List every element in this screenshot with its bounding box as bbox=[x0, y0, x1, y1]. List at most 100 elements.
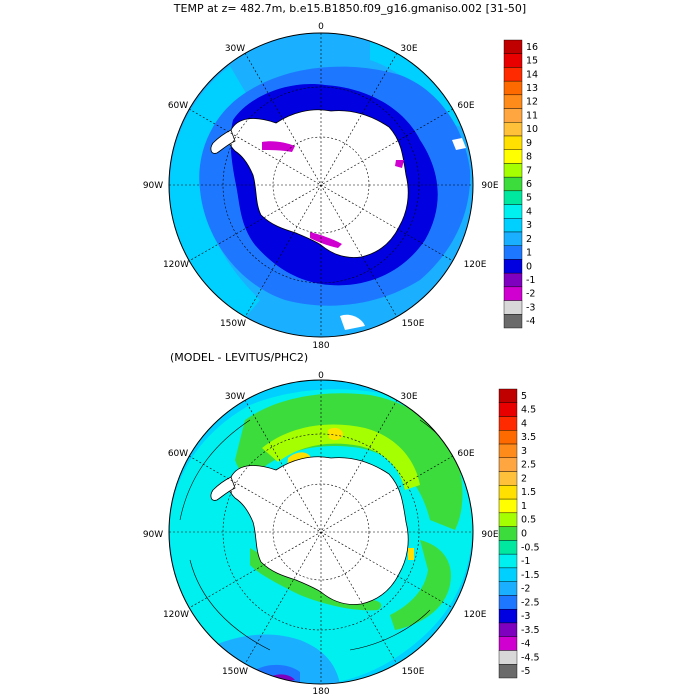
bottom-colorbar-swatch-19 bbox=[498, 650, 518, 665]
top-colorbar-label-5: 11 bbox=[526, 110, 538, 121]
top-colorbar-label-17: -1 bbox=[526, 275, 535, 286]
bottom-colorbar-label-2: 4 bbox=[521, 418, 527, 429]
top-colorbar-label-6: 10 bbox=[526, 124, 538, 135]
top-colorbar-label-10: 6 bbox=[526, 179, 532, 190]
bottom-colorbar-swatch-13 bbox=[498, 567, 518, 582]
bottom-colorbar-label-14: -2 bbox=[521, 584, 530, 595]
top-colorbar-swatch-10 bbox=[503, 176, 523, 192]
bottom-colorbar-label-13: -1.5 bbox=[521, 570, 540, 581]
top-lon-30E: 30E bbox=[400, 44, 417, 54]
top-colorbar-swatch-12 bbox=[503, 204, 523, 219]
top-colorbar-label-4: 12 bbox=[526, 97, 538, 108]
bottom-colorbar-label-17: -3.5 bbox=[521, 625, 540, 636]
bottom-colorbar: 5 4.5 4 3.5 3 2.5 2 1.5 1 0.5 0 -0.5 -1 -1.5 -2 -2.5 -3 -… bbox=[498, 388, 540, 679]
bottom-colorbar-swatch-6 bbox=[498, 471, 518, 486]
top-colorbar-swatch-7 bbox=[503, 135, 523, 150]
bottom-colorbar-swatch-7 bbox=[498, 485, 518, 500]
bottom-lon-60W: 60W bbox=[168, 449, 188, 459]
bottom-colorbar-swatch-2 bbox=[498, 416, 518, 431]
bottom-lon-150E: 150E bbox=[402, 667, 425, 677]
top-colorbar-label-11: 5 bbox=[526, 193, 532, 204]
top-colorbar-label-14: 2 bbox=[526, 234, 532, 245]
bottom-colorbar-swatch-12 bbox=[498, 553, 518, 569]
bottom-colorbar-label-4: 3 bbox=[521, 446, 527, 457]
top-lon-0: 0 bbox=[318, 22, 324, 32]
bottom-colorbar-label-5: 2.5 bbox=[521, 460, 536, 471]
bottom-lon-30E: 30E bbox=[400, 392, 417, 402]
top-colorbar-swatch-2 bbox=[503, 67, 523, 82]
top-colorbar-swatch-14 bbox=[503, 231, 523, 246]
bottom-colorbar-label-16: -3 bbox=[521, 611, 530, 622]
bottom-colorbar-swatch-16 bbox=[498, 608, 518, 624]
bottom-colorbar-swatch-15 bbox=[498, 595, 518, 610]
bottom-lon-0: 0 bbox=[318, 371, 324, 381]
top-colorbar-swatch-6 bbox=[503, 122, 523, 137]
bottom-colorbar-label-19: -4.5 bbox=[521, 652, 540, 663]
top-lon-120E: 120E bbox=[464, 260, 487, 270]
bottom-lon-180: 180 bbox=[312, 687, 329, 697]
bottom-lon-90E: 90E bbox=[481, 530, 498, 540]
bottom-lon-150W: 150W bbox=[222, 667, 248, 677]
top-colorbar-swatch-15 bbox=[503, 245, 523, 260]
bottom-colorbar-label-12: -1 bbox=[521, 556, 530, 567]
bottom-colorbar-swatch-18 bbox=[498, 636, 518, 651]
bottom-colorbar-swatch-1 bbox=[498, 402, 518, 417]
bottom-colorbar-swatch-0 bbox=[498, 388, 518, 403]
top-colorbar-label-15: 1 bbox=[526, 248, 532, 259]
bottom-colorbar-label-7: 1.5 bbox=[521, 487, 536, 498]
top-title: TEMP at z= 482.7m, b.e15.B1850.f09_g16.g… bbox=[173, 2, 526, 15]
bottom-colorbar-label-15: -2.5 bbox=[521, 597, 540, 608]
top-colorbar-swatch-16 bbox=[503, 259, 523, 274]
top-colorbar-swatch-11 bbox=[503, 190, 523, 205]
top-colorbar-swatch-13 bbox=[503, 218, 523, 233]
top-lon-180: 180 bbox=[312, 341, 329, 351]
bottom-colorbar-swatch-8 bbox=[498, 498, 518, 514]
top-colorbar-swatch-19 bbox=[503, 300, 523, 315]
top-colorbar-label-13: 3 bbox=[526, 220, 532, 231]
bottom-colorbar-swatch-5 bbox=[498, 457, 518, 472]
bottom-colorbar-swatch-11 bbox=[498, 540, 518, 555]
top-colorbar-swatch-3 bbox=[503, 80, 523, 96]
bottom-colorbar-swatch-3 bbox=[498, 430, 518, 445]
bottom-colorbar-swatch-9 bbox=[498, 512, 518, 527]
bottom-colorbar-label-6: 2 bbox=[521, 473, 527, 484]
top-colorbar-label-16: 0 bbox=[526, 261, 532, 272]
bottom-lon-60E: 60E bbox=[457, 449, 474, 459]
bottom-colorbar-label-0: 5 bbox=[521, 391, 527, 402]
bottom-colorbar-label-9: 0.5 bbox=[521, 515, 536, 526]
top-lon-30W: 30W bbox=[225, 44, 245, 54]
bottom-colorbar-label-18: -4 bbox=[521, 639, 530, 650]
top-colorbar-label-7: 9 bbox=[526, 138, 532, 149]
bottom-map bbox=[169, 380, 473, 684]
bottom-colorbar-label-1: 4.5 bbox=[521, 405, 536, 416]
top-colorbar-label-20: -4 bbox=[526, 316, 535, 327]
top-colorbar-swatch-8 bbox=[503, 149, 523, 164]
top-colorbar-swatch-1 bbox=[503, 53, 523, 68]
bottom-longitude-labels: 0 30E 60E 90E 120E 150E 180 150W 120W 90… bbox=[143, 371, 499, 697]
bottom-lon-120W: 120W bbox=[163, 610, 189, 620]
top-colorbar-swatch-0 bbox=[503, 39, 523, 54]
top-colorbar-label-19: -3 bbox=[526, 302, 535, 313]
top-lon-60E: 60E bbox=[457, 101, 474, 111]
top-colorbar-label-3: 13 bbox=[526, 83, 538, 94]
bottom-colorbar-swatch-4 bbox=[498, 443, 518, 459]
bottom-colorbar-label-11: -0.5 bbox=[521, 542, 540, 553]
bottom-colorbar-label-10: 0 bbox=[521, 529, 527, 540]
bottom-colorbar-swatch-17 bbox=[498, 622, 518, 637]
top-colorbar-swatch-18 bbox=[503, 286, 523, 301]
top-colorbar-swatch-5 bbox=[503, 108, 523, 123]
top-lon-90W: 90W bbox=[143, 181, 163, 191]
top-map bbox=[169, 33, 473, 337]
top-lon-150E: 150E bbox=[402, 319, 425, 329]
bottom-colorbar-swatch-20 bbox=[498, 664, 518, 679]
top-lon-150W: 150W bbox=[220, 319, 246, 329]
bottom-colorbar-swatch-10 bbox=[498, 526, 518, 541]
bottom-colorbar-label-3: 3.5 bbox=[521, 432, 536, 443]
top-colorbar-swatch-9 bbox=[503, 163, 523, 178]
bottom-title: (MODEL - LEVITUS/PHC2) bbox=[170, 351, 308, 364]
top-colorbar-label-2: 14 bbox=[526, 69, 538, 80]
bottom-colorbar-label-8: 1 bbox=[521, 501, 527, 512]
top-colorbar-label-0: 16 bbox=[526, 42, 538, 53]
